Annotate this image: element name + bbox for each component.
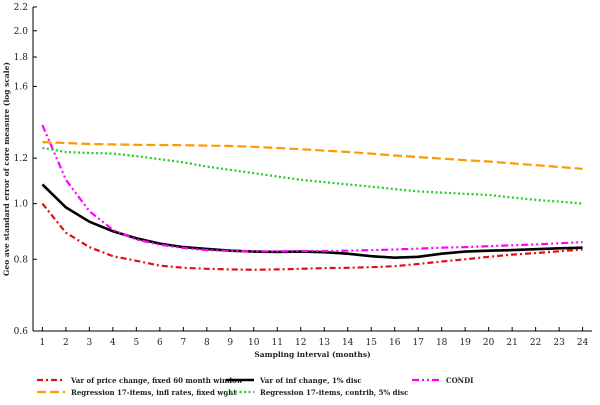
- x-tick-label: 15: [365, 338, 377, 348]
- x-ticks: 1 2 3 4 5 6 7 8 9 10 11 12 13 14 15 16 17 18 19 20 21 22 23 24: [40, 327, 589, 348]
- legend-label-2: Var of inf change, 1% disc: [259, 376, 362, 385]
- x-tick-label: 12: [295, 338, 306, 348]
- y-tick-label: 1.2: [14, 154, 28, 164]
- x-tick-label: 11: [272, 338, 283, 348]
- series-line-3: [41, 124, 583, 253]
- x-tick-label: 18: [436, 338, 448, 348]
- x-tick-label: 6: [157, 338, 163, 348]
- y-axis-label: Geo ave standard error of core measure (…: [2, 62, 11, 276]
- x-tick-label: 16: [389, 338, 401, 348]
- y-tick-label: 0.6: [14, 327, 29, 337]
- series-line-4: [42, 141, 583, 170]
- series-group: [41, 124, 583, 271]
- x-tick-label: 2: [63, 338, 69, 348]
- x-tick-label: 1: [40, 338, 46, 348]
- legend-label-5: Regression 17-items, contrib, 5% disc: [260, 388, 408, 397]
- x-tick-label: 5: [133, 338, 139, 348]
- x-tick-label: 21: [506, 338, 517, 348]
- y-tick-label: 1.0: [14, 200, 29, 210]
- legend-label-3: CONDI: [446, 376, 473, 385]
- legend-label-4: Regression 17-items, infl rates, fixed w…: [71, 388, 237, 397]
- x-tick-label: 9: [227, 338, 233, 348]
- x-tick-label: 23: [553, 338, 565, 348]
- y-tick-label: 1.8: [14, 53, 29, 63]
- x-tick-label: 24: [577, 338, 589, 348]
- x-tick-label: 17: [412, 338, 424, 348]
- x-tick-label: 10: [248, 338, 260, 348]
- x-axis-label: Sampling interval (months): [254, 350, 370, 359]
- legend-label-1: Var of price change, fixed 60 month wind…: [70, 376, 244, 385]
- y-ticks: 0.6 0.8 1.0 1.2 1.6 1.8 2.0 2.2: [14, 3, 37, 337]
- x-tick-label: 13: [319, 338, 331, 348]
- x-tick-label: 4: [110, 338, 116, 348]
- plot-area: 0.60.81.01.21.61.82.02.2 1 2 3 4 5 6 7 8 9 10 11 12…: [14, 3, 592, 348]
- x-tick-label: 3: [87, 338, 93, 348]
- x-tick-label: 8: [204, 338, 210, 348]
- series-line-5: [42, 146, 583, 205]
- y-tick-label: 2.0: [14, 27, 29, 37]
- y-tick-label: 1.6: [14, 82, 29, 92]
- legend: Var of price change, fixed 60 month wind…: [37, 376, 473, 397]
- x-tick-label: 22: [530, 338, 541, 348]
- x-tick-label: 14: [342, 338, 354, 348]
- x-tick-label: 7: [180, 338, 186, 348]
- series-line-1: [41, 202, 583, 271]
- y-tick-label: 2.2: [14, 3, 28, 13]
- x-tick-label: 20: [483, 338, 495, 348]
- y-tick-label: 0.8: [14, 255, 29, 265]
- x-tick-label: 19: [459, 338, 471, 348]
